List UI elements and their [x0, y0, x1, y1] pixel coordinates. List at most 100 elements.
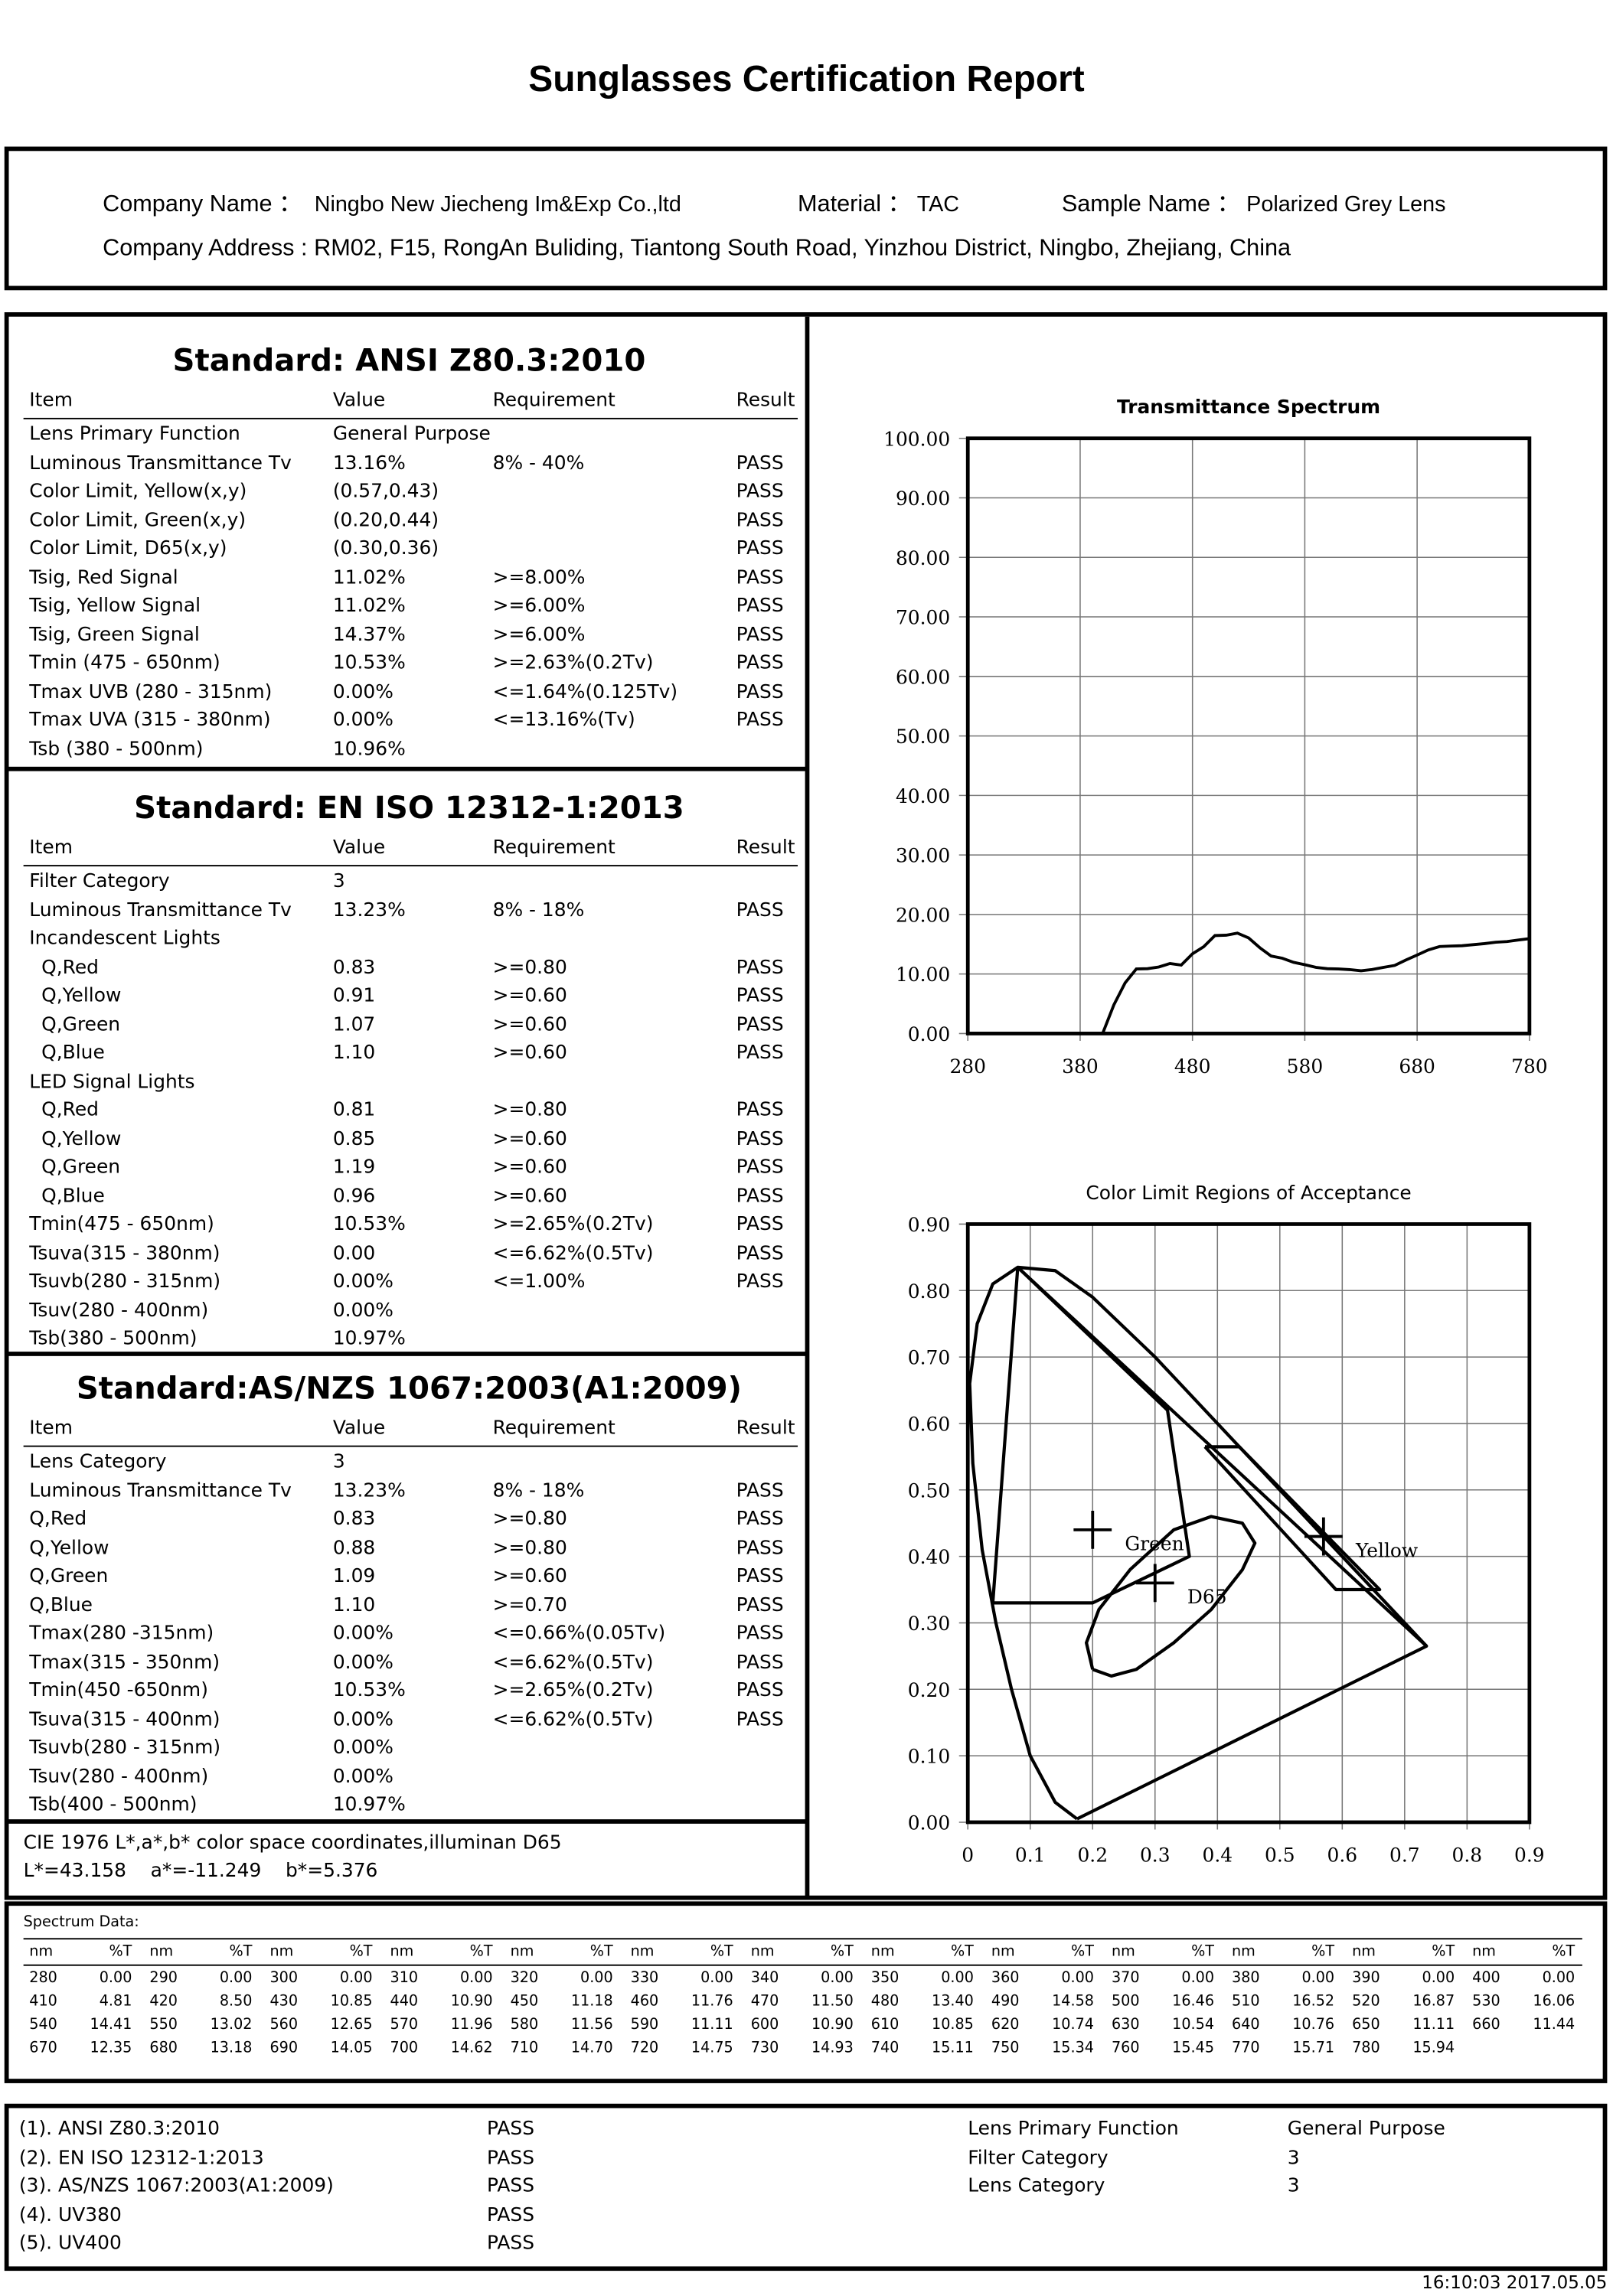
spectrum-t: 13.02 — [210, 2017, 253, 2033]
cell-value: 3 — [332, 870, 345, 893]
cell-result: PASS — [736, 1537, 784, 1560]
y-tick-label: 40.00 — [896, 785, 950, 807]
spectrum-t: 16.06 — [1533, 1994, 1575, 2011]
cell-requirement: <=1.00% — [492, 1270, 586, 1293]
chart-title: Transmittance Spectrum — [1117, 396, 1380, 418]
cell-value: 1.09 — [332, 1565, 376, 1588]
cell-requirement: 8% - 18% — [492, 899, 585, 921]
cell-item: Tsuv(280 - 400nm) — [29, 1766, 209, 1788]
column-nm: nm — [1352, 1943, 1376, 1961]
green-region — [991, 1266, 1191, 1605]
spectrum-t: 10.74 — [1052, 2017, 1094, 2033]
column-nm: nm — [390, 1943, 414, 1961]
cell-requirement: >=2.63%(0.2Tv) — [492, 652, 654, 675]
column-nm: nm — [630, 1943, 655, 1961]
cell-requirement: >=0.60 — [492, 1042, 567, 1065]
spectrum-nm: 450 — [510, 1994, 539, 2011]
spectrum-t: 0.00 — [700, 1970, 733, 1987]
cell-result: PASS — [736, 1708, 784, 1731]
table-row: Tsuv(280 - 400nm) 0.00% — [24, 1300, 798, 1327]
spectrum-nm: 710 — [510, 2040, 539, 2057]
spectrum-t: 13.40 — [932, 1994, 974, 2011]
column-requirement: Requirement — [492, 390, 615, 413]
table-row: Incandescent Lights — [24, 928, 798, 956]
cell-item: Q,Yellow — [29, 1537, 109, 1560]
table-row: Tsuvb(280 - 315nm) 0.00% — [24, 1737, 798, 1765]
spectrum-nm: 690 — [269, 2040, 299, 2057]
x-tick-label: 0.3 — [1140, 1844, 1171, 1867]
spectrum-nm: 390 — [1352, 1970, 1380, 1987]
cell-requirement: <=13.16%(Tv) — [492, 709, 635, 732]
cell-result: PASS — [736, 1214, 784, 1236]
cell-value: 1.10 — [332, 1594, 376, 1616]
cell-requirement: >=0.80 — [492, 1537, 567, 1560]
y-tick-label: 0.20 — [908, 1679, 950, 1701]
x-tick-label: 0.8 — [1452, 1844, 1483, 1867]
cell-value: 11.02% — [332, 566, 406, 589]
spectrum-nm: 660 — [1472, 2017, 1500, 2033]
table-row: Q,Red 0.83 >=0.80 PASS — [24, 1508, 798, 1536]
column-t: %T — [469, 1943, 493, 1961]
cell-result: PASS — [736, 1099, 784, 1122]
summary-value: General Purpose — [1287, 2118, 1445, 2141]
spectrum-t: 0.00 — [339, 1970, 373, 1987]
table-row: Tsb (380 - 500nm) 10.96% — [24, 738, 798, 765]
spectrum-t: 4.81 — [99, 1994, 132, 2011]
table-row: Lens Primary Function General Purpose — [24, 424, 798, 452]
table-header: Item Value Requirement Result — [23, 837, 798, 867]
cell-item: Q,Blue — [29, 1594, 93, 1616]
locus-region — [968, 1265, 1429, 1821]
spectrum-nm: 490 — [991, 1994, 1020, 2011]
spectrum-nm: 630 — [1111, 2017, 1140, 2033]
plot-frame — [965, 436, 1532, 1035]
spectrum-nm: 430 — [269, 1994, 299, 2011]
x-tick-label: 0.9 — [1514, 1844, 1545, 1867]
cell-result: PASS — [736, 956, 784, 979]
spectrum-nm: 650 — [1352, 2017, 1380, 2033]
cell-item: Tmax(280 -315nm) — [29, 1623, 214, 1645]
cell-item: Lens Primary Function — [29, 423, 240, 446]
summary-box: (1). ANSI Z80.3:2010 PASS (2). EN ISO 1231… — [4, 2103, 1608, 2272]
spectrum-t: 14.41 — [90, 2017, 132, 2033]
spectrum-t: 14.75 — [691, 2040, 733, 2057]
spectrum-t: 0.00 — [99, 1970, 132, 1987]
spectrum-nm: 780 — [1352, 2040, 1380, 2057]
cell-item: Tsig, Green Signal — [29, 624, 200, 646]
spectrum-nm: 530 — [1472, 1994, 1500, 2011]
cell-requirement: >=2.65%(0.2Tv) — [492, 1680, 654, 1702]
spectrum-nm: 570 — [390, 2017, 419, 2033]
x-tick-label: 0.2 — [1077, 1844, 1108, 1867]
spectrum-t: 16.52 — [1292, 1994, 1335, 2011]
spectrum-t: 0.00 — [1542, 1970, 1575, 1987]
spectrum-nm: 750 — [991, 2040, 1020, 2057]
spectrum-t: 14.05 — [330, 2040, 373, 2057]
report-title: Sunglasses Certification Report — [528, 58, 1085, 100]
spectrum-nm: 560 — [269, 2017, 299, 2033]
cell-item: Tsuva(315 - 380nm) — [29, 1242, 220, 1265]
column-result: Result — [736, 1417, 795, 1440]
cell-item: Color Limit, D65(x,y) — [29, 537, 227, 560]
cell-item: Tmin (475 - 650nm) — [29, 652, 220, 675]
table-row: Q,Green 1.07 >=0.60 PASS — [24, 1014, 798, 1042]
cell-result: PASS — [736, 680, 784, 703]
table-row: Lens Category 3 — [24, 1451, 798, 1479]
chart-title: Color Limit Regions of Acceptance — [1086, 1182, 1411, 1204]
cell-requirement: >=0.70 — [492, 1594, 567, 1616]
cell-item: Tsb(380 - 500nm) — [29, 1328, 198, 1351]
summary-result: PASS — [486, 2147, 535, 2169]
spectrum-t: 10.90 — [450, 1994, 493, 2011]
x-tick-label: 580 — [1287, 1055, 1324, 1078]
spectrum-t: 11.56 — [570, 2017, 613, 2033]
cell-requirement: >=0.60 — [492, 1127, 567, 1150]
y-tick-label: 70.00 — [896, 607, 950, 629]
column-result: Result — [736, 390, 795, 413]
en-title: Standard: EN ISO 12312-1:2013 — [134, 790, 684, 826]
y-tick-label: 0.70 — [908, 1347, 950, 1369]
spectrum-nm: 420 — [149, 1994, 178, 2011]
spectrum-t: 15.94 — [1412, 2040, 1455, 2057]
summary-result: PASS — [486, 2118, 535, 2141]
y-tick-label: 60.00 — [896, 666, 950, 688]
cell-item: Luminous Transmittance Tv — [29, 899, 292, 921]
cell-result: PASS — [736, 1651, 784, 1674]
